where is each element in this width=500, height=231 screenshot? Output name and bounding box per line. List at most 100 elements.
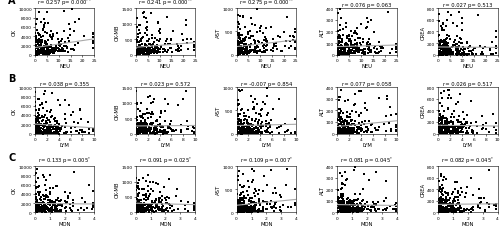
Point [136, 205, 144, 208]
Point [261, 36, 269, 40]
Point [46, 198, 54, 202]
Point [146, 94, 154, 98]
Point [241, 207, 249, 211]
Point [148, 46, 156, 49]
Point [436, 52, 444, 56]
Point [435, 204, 443, 208]
Point [246, 35, 254, 39]
Point [164, 43, 172, 47]
Point [492, 205, 500, 208]
Point [132, 102, 140, 106]
Point [335, 51, 343, 55]
Point [349, 44, 357, 48]
Point [134, 49, 142, 53]
Point [482, 122, 490, 125]
Point [246, 37, 254, 41]
Point [141, 43, 149, 47]
Point [240, 52, 248, 56]
Point [34, 120, 42, 124]
Point [46, 203, 54, 207]
Point [450, 208, 458, 211]
Point [36, 11, 44, 15]
Point [339, 202, 347, 206]
Point [38, 193, 46, 197]
Point [176, 47, 184, 51]
Point [273, 127, 281, 130]
Point [244, 199, 252, 203]
Point [136, 32, 144, 36]
Point [338, 207, 345, 211]
Point [174, 207, 182, 211]
Point [436, 47, 444, 51]
Point [46, 128, 54, 132]
Point [146, 50, 154, 53]
Point [262, 40, 270, 44]
Point [88, 207, 96, 211]
Point [450, 121, 458, 125]
Point [144, 127, 152, 131]
Point [342, 201, 350, 204]
Point [162, 208, 170, 212]
Point [234, 203, 242, 207]
Point [347, 126, 355, 130]
Point [33, 53, 41, 57]
Point [48, 30, 56, 34]
Point [435, 51, 443, 54]
Point [238, 122, 246, 126]
Point [238, 131, 246, 134]
Point [234, 51, 242, 55]
Point [384, 11, 392, 15]
Point [152, 125, 160, 128]
Point [444, 127, 452, 131]
Point [450, 131, 458, 134]
Point [372, 203, 380, 206]
Point [163, 51, 171, 54]
Point [336, 53, 344, 57]
Point [345, 52, 353, 55]
Point [439, 50, 447, 54]
Point [243, 203, 251, 207]
Point [44, 48, 52, 52]
Point [148, 209, 156, 213]
Point [436, 207, 444, 211]
Point [259, 199, 267, 203]
Point [348, 130, 356, 134]
Point [242, 130, 250, 134]
Point [77, 206, 85, 210]
Point [237, 203, 245, 207]
Point [85, 132, 93, 135]
Point [244, 205, 252, 209]
Point [150, 129, 158, 133]
Point [32, 198, 40, 201]
Point [350, 51, 358, 54]
Point [244, 45, 252, 49]
Point [444, 209, 452, 213]
Point [52, 49, 60, 53]
Point [436, 132, 444, 136]
Point [448, 199, 456, 203]
Point [40, 131, 48, 135]
Point [148, 206, 156, 209]
Point [250, 106, 258, 109]
Point [276, 36, 284, 40]
Point [348, 52, 356, 56]
Point [344, 50, 351, 53]
Point [46, 201, 54, 204]
Point [40, 129, 48, 133]
Point [338, 199, 346, 202]
Point [134, 209, 142, 213]
Point [244, 130, 252, 134]
Point [343, 204, 351, 208]
Point [152, 128, 160, 132]
Point [162, 110, 170, 114]
Point [57, 50, 65, 54]
Point [42, 204, 50, 208]
Point [448, 46, 456, 49]
Point [467, 210, 475, 213]
Point [444, 121, 452, 125]
Point [392, 124, 400, 127]
Point [340, 45, 348, 49]
Point [258, 121, 266, 125]
Point [438, 210, 446, 213]
Point [347, 132, 355, 135]
